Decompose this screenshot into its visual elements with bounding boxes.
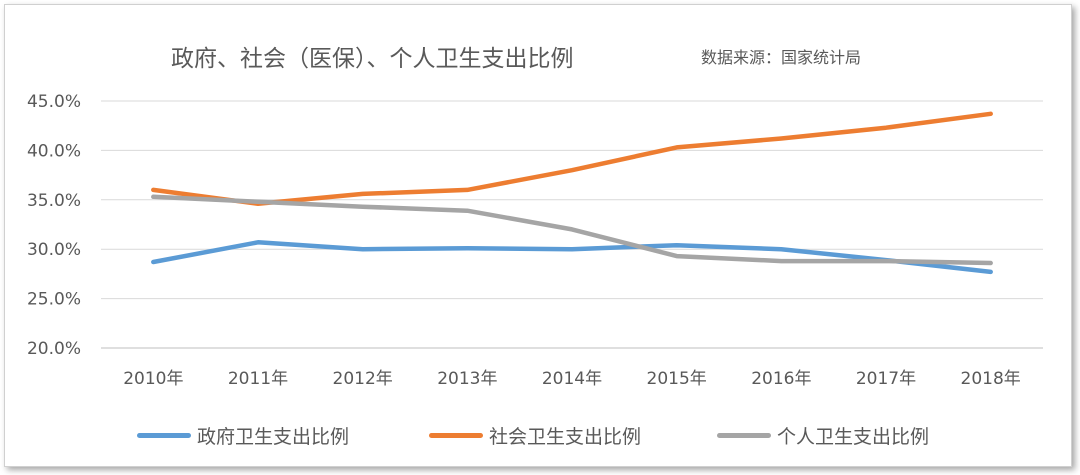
line-chart: 20.0% 25.0% 30.0% 35.0% 40.0% 45.0% 2010年 2011年…	[27, 92, 1043, 389]
legend-label-personal: 个人卫生支出比例	[777, 425, 930, 448]
x-tick-label: 2013年	[437, 369, 497, 389]
y-tick-label: 20.0%	[27, 339, 81, 359]
legend-item-government: 政府卫生支出比例	[137, 420, 349, 450]
legend-label-social: 社会卫生支出比例	[489, 425, 642, 448]
x-tick-label: 2014年	[542, 369, 602, 389]
y-tick-label: 35.0%	[27, 191, 81, 211]
x-tick-label: 2012年	[333, 369, 393, 389]
legend-swatch-social	[429, 432, 483, 438]
chart-source-note: 数据来源：国家统计局	[701, 48, 862, 67]
legend-label-government: 政府卫生支出比例	[197, 425, 350, 448]
chart-legend: 政府卫生支出比例 社会卫生支出比例 个人卫生支出比例	[5, 420, 1071, 450]
chart-frame: 政府、社会（医保）、个人卫生支出比例 数据来源：国家统计局 20.0% 25.0%…	[4, 4, 1072, 467]
y-tick-label: 45.0%	[27, 92, 81, 112]
series-line-personal	[151, 194, 993, 266]
x-tick-label: 2015年	[647, 369, 707, 389]
chart-title-row: 政府、社会（医保）、个人卫生支出比例 数据来源：国家统计局	[5, 39, 1071, 75]
x-tick-label: 2011年	[228, 369, 288, 389]
legend-item-personal: 个人卫生支出比例	[717, 420, 929, 450]
chart-title: 政府、社会（医保）、个人卫生支出比例	[171, 46, 574, 72]
legend-item-social: 社会卫生支出比例	[429, 420, 641, 450]
y-tick-label: 30.0%	[27, 240, 81, 260]
x-tick-label: 2018年	[961, 369, 1021, 389]
series-line-government	[151, 240, 993, 275]
x-tick-label: 2017年	[856, 369, 916, 389]
legend-swatch-government	[137, 432, 191, 438]
series-line-social	[151, 111, 993, 207]
y-tick-label: 25.0%	[27, 290, 81, 310]
y-tick-label: 40.0%	[27, 141, 81, 161]
legend-swatch-personal	[717, 432, 771, 438]
x-tick-label: 2016年	[751, 369, 811, 389]
x-tick-label: 2010年	[123, 369, 183, 389]
